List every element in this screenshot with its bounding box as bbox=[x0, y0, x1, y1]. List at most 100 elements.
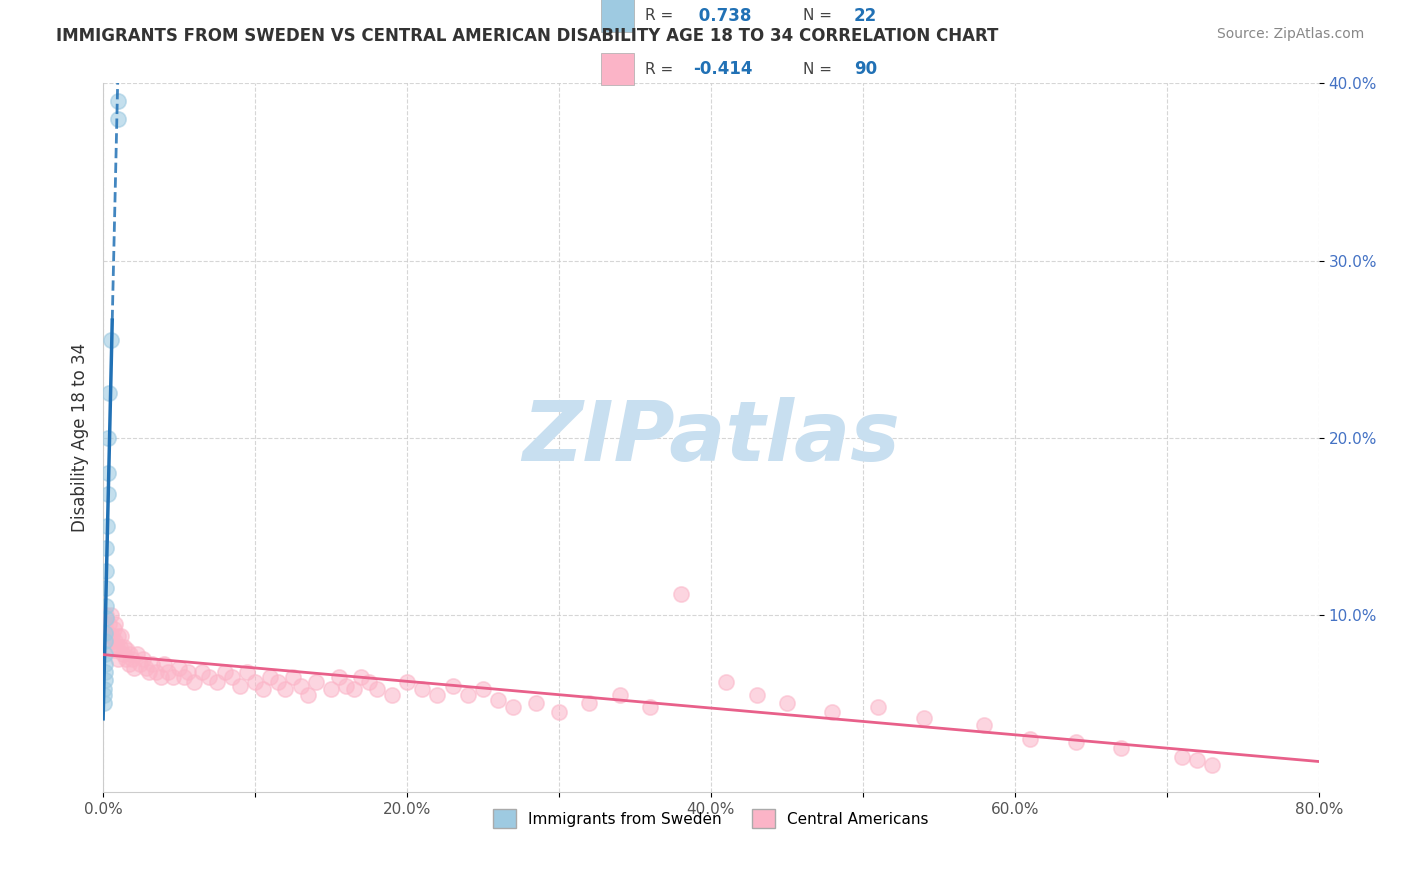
Point bbox=[1171, 749, 1194, 764]
Point bbox=[120, 647, 142, 661]
Point bbox=[115, 652, 138, 666]
Point bbox=[381, 688, 404, 702]
Point bbox=[274, 682, 297, 697]
Point bbox=[252, 682, 274, 697]
Y-axis label: Disability Age 18 to 34: Disability Age 18 to 34 bbox=[72, 343, 89, 533]
Point bbox=[305, 675, 328, 690]
Point bbox=[191, 665, 214, 679]
Point bbox=[96, 541, 118, 555]
Text: N =: N = bbox=[803, 62, 837, 77]
Point bbox=[177, 665, 200, 679]
Point bbox=[524, 697, 547, 711]
Point bbox=[366, 682, 388, 697]
Point bbox=[131, 652, 153, 666]
Text: 22: 22 bbox=[853, 7, 877, 25]
Text: -0.414: -0.414 bbox=[693, 60, 752, 78]
Point bbox=[205, 675, 228, 690]
Point bbox=[221, 670, 243, 684]
Point bbox=[357, 675, 380, 690]
Text: 0.738: 0.738 bbox=[693, 7, 751, 25]
Point bbox=[149, 670, 172, 684]
Point bbox=[162, 670, 184, 684]
Point bbox=[93, 616, 115, 631]
Point bbox=[117, 643, 139, 657]
Point bbox=[96, 564, 118, 578]
Point bbox=[441, 679, 464, 693]
FancyBboxPatch shape bbox=[602, 53, 634, 86]
Point bbox=[912, 710, 935, 724]
Point bbox=[472, 682, 495, 697]
Point bbox=[745, 688, 768, 702]
Point bbox=[105, 640, 128, 654]
Point bbox=[107, 94, 129, 108]
Point bbox=[457, 688, 479, 702]
Point bbox=[821, 705, 844, 719]
Point bbox=[297, 688, 319, 702]
Point bbox=[153, 657, 176, 672]
Point bbox=[609, 688, 631, 702]
Point bbox=[107, 629, 129, 643]
Point bbox=[281, 670, 304, 684]
Point bbox=[426, 688, 449, 702]
Point bbox=[236, 665, 259, 679]
Point bbox=[290, 679, 312, 693]
Point bbox=[100, 607, 122, 622]
Point bbox=[1064, 735, 1087, 749]
Point bbox=[96, 581, 118, 595]
Point bbox=[486, 693, 509, 707]
Point bbox=[776, 697, 799, 711]
Point bbox=[145, 665, 167, 679]
Point bbox=[548, 705, 571, 719]
Point bbox=[973, 717, 995, 731]
Point bbox=[97, 625, 120, 640]
Point bbox=[111, 647, 134, 661]
Point bbox=[93, 697, 115, 711]
Text: R =: R = bbox=[645, 62, 679, 77]
Point bbox=[98, 616, 121, 631]
Point bbox=[94, 611, 117, 625]
Point bbox=[229, 679, 252, 693]
Point bbox=[94, 625, 117, 640]
Text: IMMIGRANTS FROM SWEDEN VS CENTRAL AMERICAN DISABILITY AGE 18 TO 34 CORRELATION C: IMMIGRANTS FROM SWEDEN VS CENTRAL AMERIC… bbox=[56, 27, 998, 45]
Point bbox=[94, 647, 117, 661]
Point bbox=[121, 652, 143, 666]
Point bbox=[669, 586, 692, 600]
Point bbox=[578, 697, 600, 711]
Point bbox=[267, 675, 290, 690]
Point bbox=[94, 634, 117, 648]
Point bbox=[138, 665, 160, 679]
Point bbox=[135, 661, 157, 675]
Point bbox=[104, 616, 127, 631]
Point bbox=[125, 647, 148, 661]
Point bbox=[94, 599, 117, 613]
Point bbox=[97, 487, 120, 501]
Point bbox=[198, 670, 221, 684]
Point bbox=[101, 629, 124, 643]
Text: Source: ZipAtlas.com: Source: ZipAtlas.com bbox=[1216, 27, 1364, 41]
Point bbox=[104, 634, 127, 648]
Point bbox=[411, 682, 433, 697]
Point bbox=[141, 657, 163, 672]
Point bbox=[108, 640, 131, 654]
Point bbox=[173, 670, 195, 684]
Point bbox=[395, 675, 418, 690]
Point bbox=[93, 688, 115, 702]
Point bbox=[93, 665, 115, 679]
Point bbox=[214, 665, 236, 679]
Point bbox=[502, 700, 524, 714]
Point bbox=[118, 657, 141, 672]
Legend: Immigrants from Sweden, Central Americans: Immigrants from Sweden, Central American… bbox=[486, 803, 935, 834]
Point bbox=[103, 622, 125, 636]
Point bbox=[714, 675, 737, 690]
Point bbox=[122, 661, 145, 675]
Text: R =: R = bbox=[645, 8, 679, 23]
Point bbox=[97, 466, 120, 480]
Point bbox=[103, 643, 125, 657]
Point bbox=[243, 675, 266, 690]
Point bbox=[98, 386, 121, 401]
Point bbox=[1201, 758, 1223, 772]
Point bbox=[183, 675, 205, 690]
Point bbox=[94, 657, 117, 672]
Point bbox=[100, 333, 122, 347]
Point bbox=[167, 661, 190, 675]
